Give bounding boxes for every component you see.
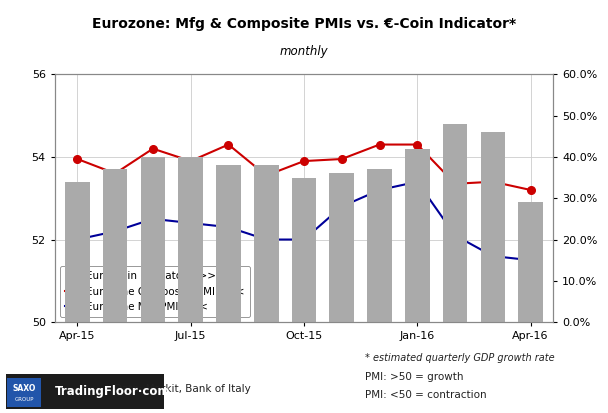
Text: Eurozone: Mfg & Composite PMIs vs. €-Coin Indicator*: Eurozone: Mfg & Composite PMIs vs. €-Coi…	[92, 17, 516, 31]
Text: PMI: <50 = contraction: PMI: <50 = contraction	[365, 390, 486, 400]
Text: SAXO: SAXO	[12, 384, 36, 392]
Text: Data: Markit, Bank of Italy: Data: Markit, Bank of Italy	[114, 384, 250, 394]
Text: * estimated quarterly GDP growth rate: * estimated quarterly GDP growth rate	[365, 353, 554, 363]
Legend: Euro-Coin Indicator >>>, Eurozone Composite PMI <<<, Eurozone Mfg PMI <<<: Euro-Coin Indicator >>>, Eurozone Compos…	[60, 266, 250, 317]
Bar	[103, 169, 128, 322]
Text: TradingFloor·com: TradingFloor·com	[55, 385, 170, 398]
Text: monthly: monthly	[280, 45, 328, 58]
Bar	[367, 169, 392, 322]
Bar	[216, 165, 241, 322]
Text: PMI: >50 = growth: PMI: >50 = growth	[365, 372, 463, 382]
Bar	[292, 178, 316, 322]
Bar	[480, 132, 505, 322]
Text: GROUP: GROUP	[14, 397, 34, 402]
Bar	[254, 165, 278, 322]
Bar	[178, 157, 203, 322]
Bar	[519, 202, 543, 322]
Bar	[140, 157, 165, 322]
Bar	[405, 149, 430, 322]
Bar	[443, 124, 468, 322]
Bar	[65, 182, 89, 322]
Bar	[330, 173, 354, 322]
